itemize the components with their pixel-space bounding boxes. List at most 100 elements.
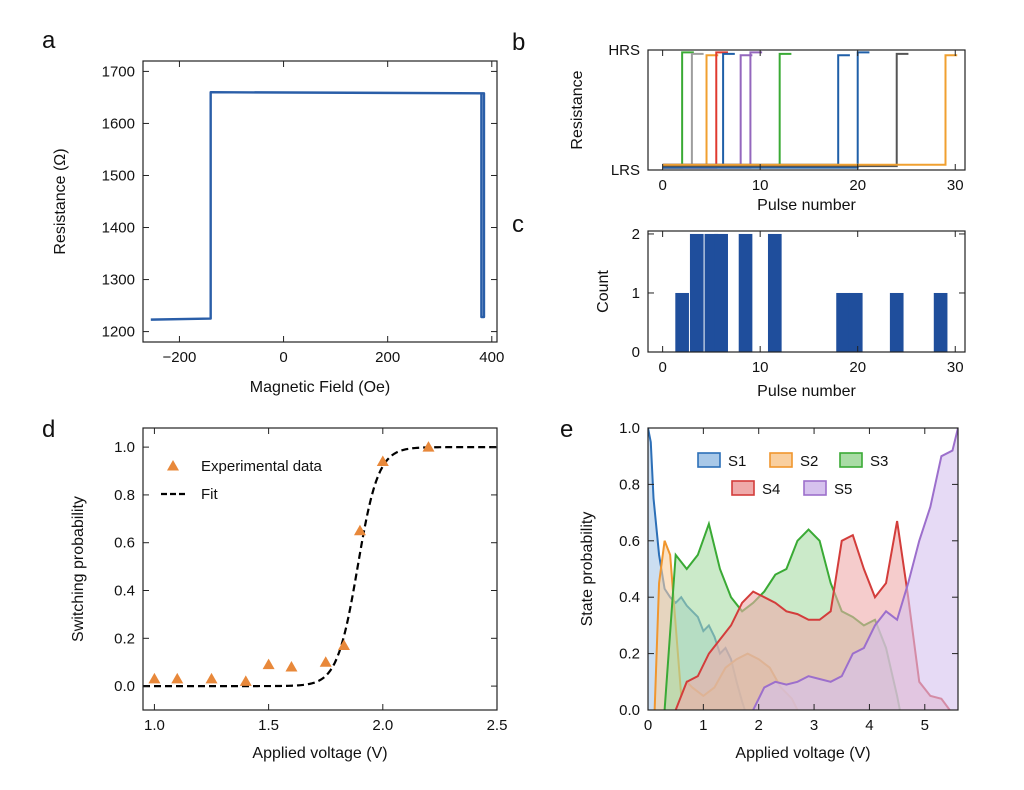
x-axis-label-a: Magnetic Field (Oe) [250, 379, 391, 396]
y-tick-label: 0.6 [619, 533, 640, 550]
chart-d: Experimental data Fit 1.0 1.5 2.0 2.5 0.0 0.2 0.… [70, 427, 508, 762]
y-tick-label: 1400 [102, 220, 135, 237]
x-tick-label: 1 [699, 717, 707, 734]
panel-label-a: a [42, 27, 56, 54]
legend-label-S5: S5 [834, 481, 852, 498]
y-tick-label: 1600 [102, 115, 135, 132]
plot-frame-d [142, 427, 498, 711]
experimental-point [148, 672, 161, 684]
y-axis-label-c: Count [595, 270, 612, 313]
y-tick-label: 0.0 [619, 702, 640, 719]
y-tick-label: 1700 [102, 63, 135, 80]
x-tick-label: 10 [752, 177, 769, 194]
legend-label-S3: S3 [870, 453, 888, 470]
experimental-point [205, 672, 218, 684]
x-axis-label-e: Applied voltage (V) [735, 745, 870, 762]
fit-curve [143, 446, 498, 688]
x-tick-label: 30 [947, 177, 964, 194]
panel-label-c: c [512, 211, 524, 238]
y-tick-label: 1200 [102, 324, 135, 341]
legend-swatch-S3 [839, 452, 863, 468]
resistance-trace-d9 [662, 54, 850, 166]
legend-swatch-S4 [731, 480, 755, 496]
plot-frame-a [142, 60, 498, 343]
count-bar [836, 292, 850, 352]
experimental-point [171, 672, 184, 684]
x-tick-label: 1.0 [144, 717, 165, 734]
y-axis-label-e: State probability [579, 512, 596, 627]
legend-label-fit: Fit [201, 486, 218, 503]
x-tick-label: −200 [163, 349, 197, 366]
x-tick-label: 0 [644, 717, 652, 734]
y-axis-label-a: Resistance (Ω) [52, 148, 69, 254]
resistance-trace-d1 [662, 51, 694, 169]
legend-swatch-S5 [803, 480, 827, 496]
chart-b: 0 10 20 30 LRS HRS Pulse number Resistance [569, 42, 966, 214]
plot-frame-b [647, 49, 966, 171]
y-tick-label: HRS [608, 42, 640, 59]
x-tick-label: 2.5 [487, 717, 508, 734]
y-tick-label: 0.4 [619, 589, 640, 606]
panel-label-d: d [42, 416, 55, 443]
x-tick-label: 0 [658, 359, 666, 376]
x-tick-label: 0 [279, 349, 287, 366]
x-tick-label: 20 [849, 177, 866, 194]
y-tick-label: 0.2 [619, 646, 640, 663]
x-tick-label: 2.0 [372, 717, 393, 734]
y-tick-label: 0.8 [114, 487, 135, 504]
panel-label-b: b [512, 29, 525, 56]
legend-label-S1: S1 [728, 453, 746, 470]
x-tick-label: 2 [755, 717, 763, 734]
legend-label-experimental: Experimental data [201, 458, 323, 475]
x-tick-label: 30 [947, 359, 964, 376]
y-tick-label: 0.8 [619, 476, 640, 493]
y-tick-label: 1 [632, 285, 640, 302]
x-axis-label-c: Pulse number [757, 383, 856, 400]
resistance-trace-d11 [662, 52, 909, 168]
plot-frame-e [647, 427, 959, 711]
y-tick-label: LRS [611, 162, 640, 179]
count-bar [689, 233, 704, 352]
legend-label-S2: S2 [800, 453, 818, 470]
y-tick-label: 1.0 [114, 439, 135, 456]
y-axis-label-b: Resistance [569, 70, 586, 149]
count-bar [889, 292, 904, 352]
chart-a: −200 0 200 400 1200 1300 1400 1500 1600 1700 Magne… [52, 60, 504, 396]
x-tick-label: 1.5 [258, 717, 279, 734]
y-axis-label-d: Switching probability [70, 496, 87, 642]
x-tick-label: 200 [375, 349, 400, 366]
legend-label-S4: S4 [762, 481, 780, 498]
chart-e: S1 S2 S3 S4 S5 0 1 2 3 4 5 0.0 0.2 0.4 0.6 0.8 1.0 Applie… [579, 420, 959, 762]
x-axis-label-d: Applied voltage (V) [252, 745, 387, 762]
x-tick-label: 5 [921, 717, 929, 734]
resistance-trace-d4 [662, 51, 728, 169]
area-layer [648, 428, 958, 710]
experimental-point [376, 455, 389, 466]
x-tick-label: 4 [865, 717, 873, 734]
area-line-S5 [752, 428, 958, 710]
y-tick-label: 0 [632, 344, 640, 361]
y-tick-label: 0.6 [114, 535, 135, 552]
legend-swatch-S2 [769, 452, 793, 468]
area-fill-S5 [753, 428, 958, 710]
y-tick-label: 0.0 [114, 678, 135, 695]
legend-marker-experimental [167, 460, 179, 471]
legend-swatch-S1 [697, 452, 721, 468]
experimental-point [319, 656, 332, 667]
x-axis-label-b: Pulse number [757, 197, 856, 214]
count-bar [714, 233, 728, 352]
y-tick-label: 1500 [102, 167, 135, 184]
count-bar [767, 233, 782, 352]
y-tick-label: 1300 [102, 272, 135, 289]
count-bar [933, 292, 948, 352]
experimental-point [337, 639, 350, 650]
experimental-point [353, 524, 366, 536]
count-bar [848, 292, 863, 352]
y-tick-label: 1.0 [619, 420, 640, 437]
resistance-trace-d3 [662, 54, 719, 166]
chart-c: 0 10 20 30 0 1 2 Pulse number Count [595, 226, 966, 400]
panel-label-e: e [560, 416, 573, 443]
experimental-point [285, 660, 298, 672]
experimental-point [239, 675, 252, 686]
